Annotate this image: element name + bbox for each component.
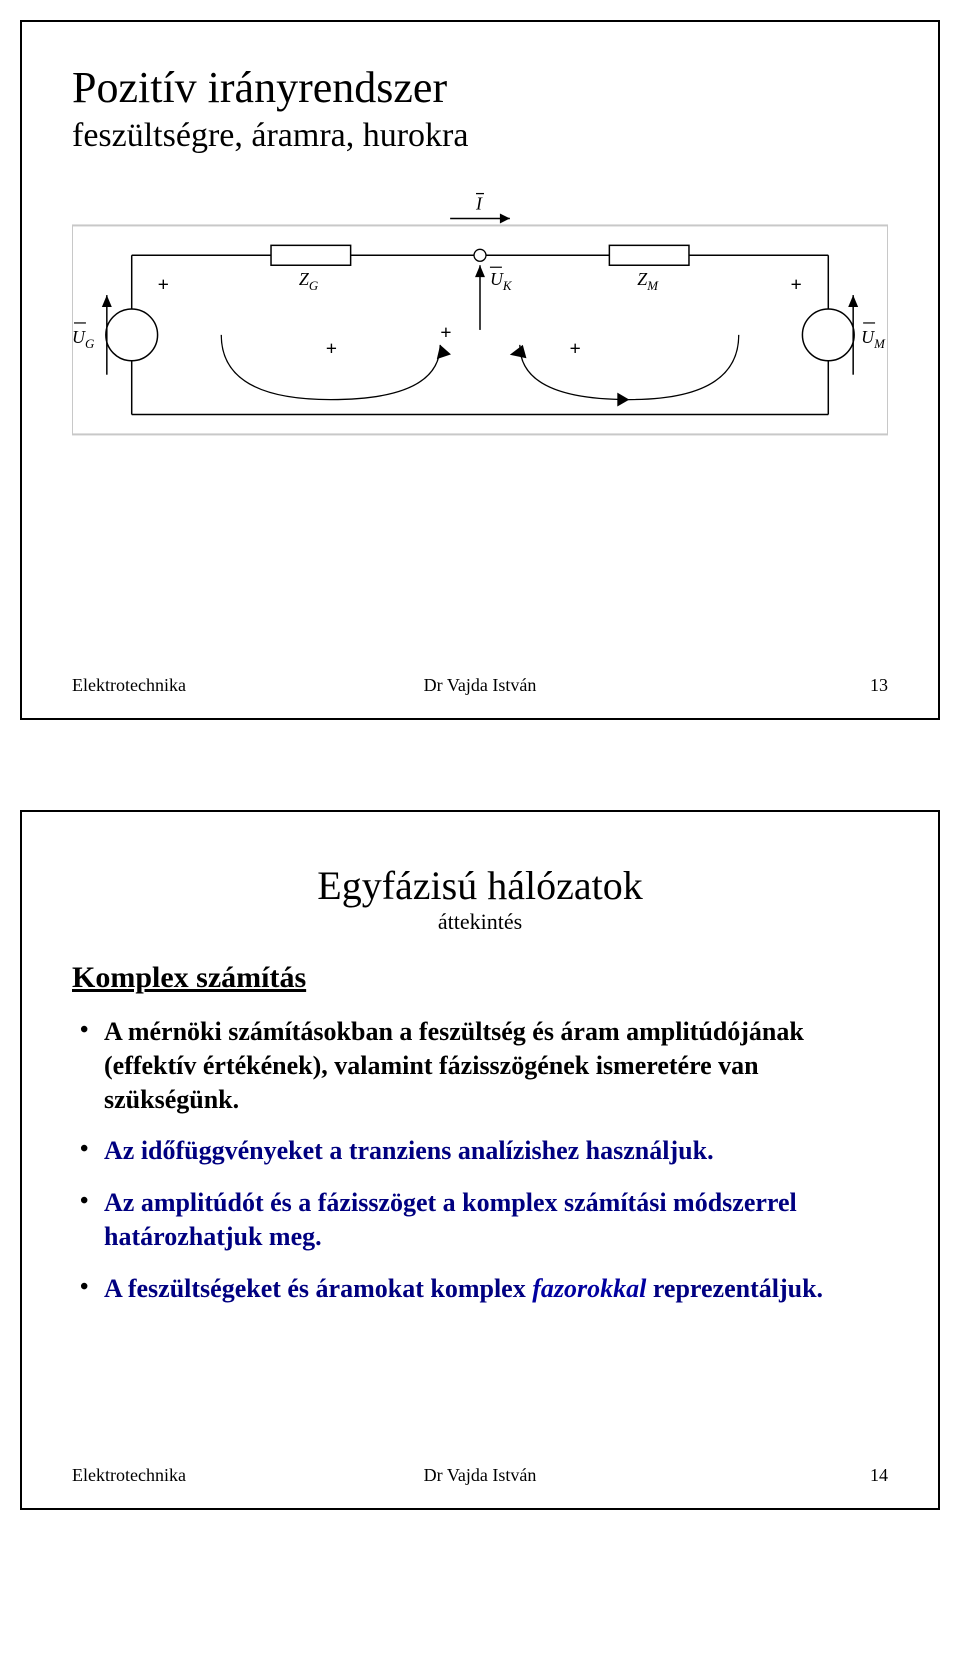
bullet-3: Az amplitúdót és a fázisszöget a komplex… <box>72 1186 888 1254</box>
footer-course: Elektrotechnika <box>72 1465 344 1486</box>
loop-right-bottom-arrow <box>617 393 629 407</box>
current-arrow-head <box>500 213 510 223</box>
slide-2: Egyfázisú hálózatok áttekintés Komplex s… <box>20 810 940 1510</box>
slide2-footer: Elektrotechnika Dr Vajda István 14 <box>72 1465 888 1486</box>
loop-left-arrow <box>433 343 451 359</box>
bullet-4-em: fazorokkal <box>532 1274 646 1303</box>
slide1-title: Pozitív irányrendszer <box>72 62 888 113</box>
bullet-4-post: reprezentáljuk. <box>646 1274 823 1303</box>
impedance-zg <box>271 245 351 265</box>
label-ZM: ZM <box>637 269 659 293</box>
ug-arrow-head <box>102 295 112 307</box>
slide2-title: Egyfázisú hálózatok <box>72 862 888 909</box>
plus-left: + <box>158 274 169 296</box>
plus-loop-right: + <box>570 338 581 360</box>
source-right <box>802 309 854 361</box>
uk-arrow-head <box>475 265 485 277</box>
plus-loop-center-left: + <box>440 322 451 344</box>
bullet-4: A feszültségeket és áramokat komplex faz… <box>72 1272 888 1306</box>
footer-course: Elektrotechnika <box>72 675 344 696</box>
um-arrow-head <box>848 295 858 307</box>
label-UG: UG <box>72 327 95 351</box>
footer-page: 13 <box>616 675 888 696</box>
plus-loop-left: + <box>326 338 337 360</box>
bullet-list: A mérnöki számításokban a feszültség és … <box>72 1015 888 1306</box>
loop-right-arrow <box>510 342 530 359</box>
source-left <box>106 309 158 361</box>
bullet-2: Az időfüggvényeket a tranziens analízish… <box>72 1134 888 1168</box>
bullet-1: A mérnöki számításokban a feszültség és … <box>72 1015 888 1116</box>
slide1-subtitle: feszültségre, áramra, hurokra <box>72 117 888 155</box>
slide2-subtitle: áttekintés <box>72 909 888 935</box>
label-I: I <box>475 194 483 214</box>
slide-1: Pozitív irányrendszer feszültségre, áram… <box>20 20 940 720</box>
footer-page: 14 <box>616 1465 888 1486</box>
label-UK: UK <box>490 269 513 293</box>
slide1-footer: Elektrotechnika Dr Vajda István 13 <box>72 675 888 696</box>
node-center <box>474 249 486 261</box>
label-UM: UM <box>861 327 886 351</box>
footer-author: Dr Vajda István <box>344 675 616 696</box>
section-title: Komplex számítás <box>72 961 888 995</box>
impedance-zm <box>609 245 689 265</box>
label-ZG: ZG <box>299 269 319 293</box>
circuit-diagram: I UK ZG ZM <box>72 175 888 455</box>
plus-right: + <box>790 274 801 296</box>
bullet-4-pre: A feszültségeket és áramokat komplex <box>104 1274 532 1303</box>
footer-author: Dr Vajda István <box>344 1465 616 1486</box>
loop-right <box>520 335 739 400</box>
